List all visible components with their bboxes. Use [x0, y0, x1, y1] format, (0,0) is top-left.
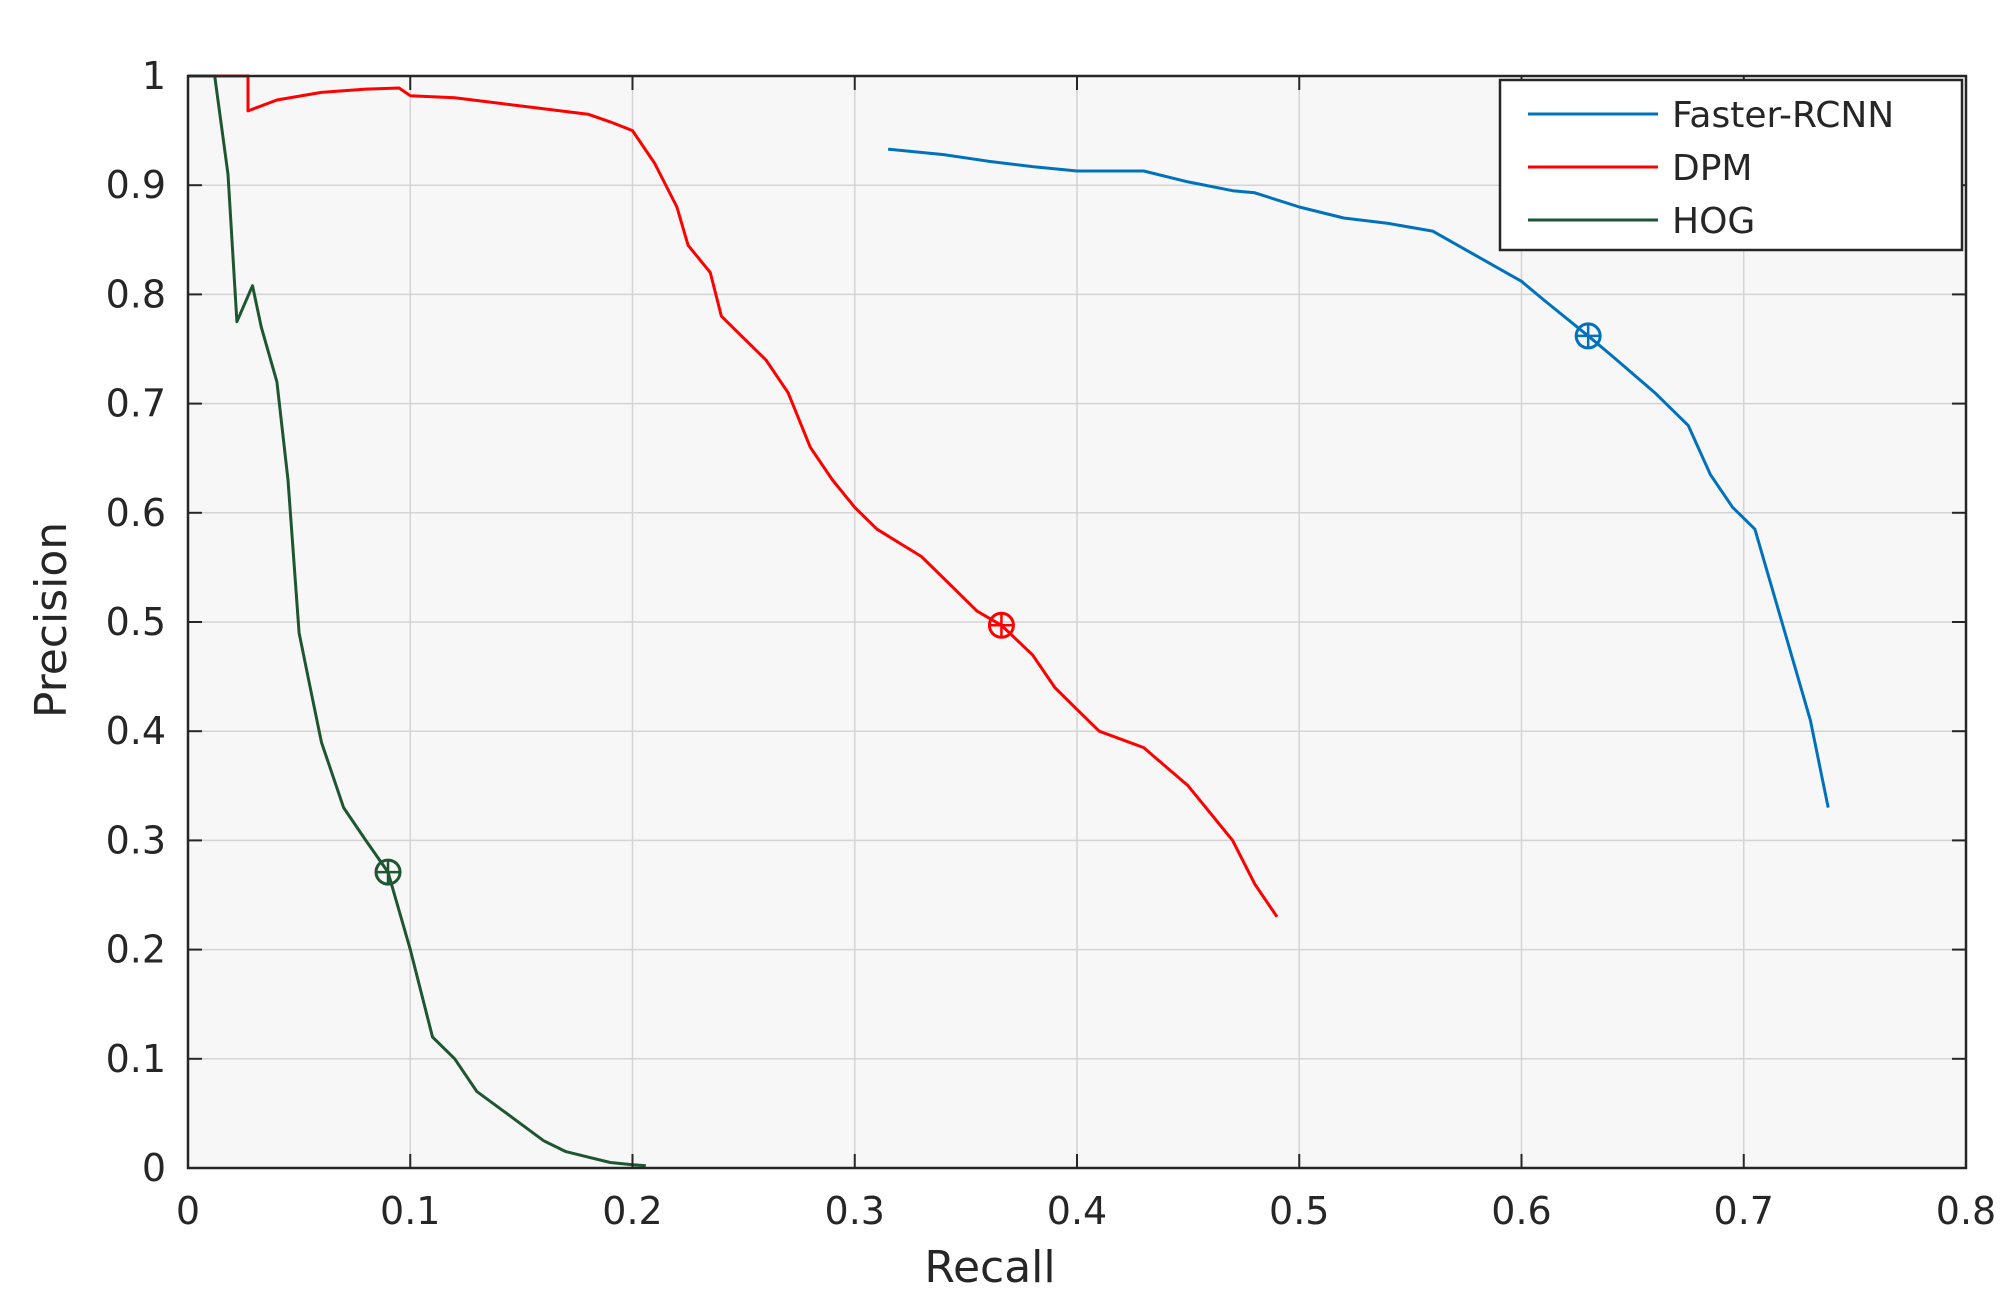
x-tick-label: 0.8: [1936, 1189, 1996, 1233]
y-tick-label: 1: [142, 54, 166, 98]
y-tick-label: 0.1: [106, 1037, 166, 1081]
y-tick-label: 0.7: [106, 382, 166, 426]
x-axis-label: Recall: [924, 1242, 1055, 1293]
ticks: 0 0.1 0.2 0.3 0.4 0.5 0.6 0.7 0.8 0 0.1 0.2 0.3 0.4 0.…: [106, 54, 1997, 1233]
y-tick-label: 0: [142, 1146, 166, 1190]
x-tick-label: 0.5: [1269, 1189, 1329, 1233]
legend-label-dpm: DPM: [1672, 148, 1753, 189]
y-tick-label: 0.3: [106, 818, 166, 862]
grid: [188, 76, 1966, 1168]
x-tick-label: 0.1: [380, 1189, 440, 1233]
series-marker-dpm: [987, 611, 1015, 639]
series-line-dpm: [188, 74, 1279, 918]
x-tick-label: 0.4: [1047, 1189, 1107, 1233]
series-line-hog: [188, 74, 646, 1168]
series-marker-hog: [374, 858, 402, 886]
legend-label-faster-rcnn: Faster-RCNN: [1672, 95, 1894, 136]
y-axis-label: Precision: [26, 522, 77, 718]
x-tick-label: 0.3: [825, 1189, 885, 1233]
legend-box: [1498, 78, 1964, 252]
x-tick-label: 0.6: [1491, 1189, 1551, 1233]
y-tick-label: 0.8: [106, 272, 166, 316]
y-tick-label: 0.6: [106, 491, 166, 535]
legend-label-hog: HOG: [1672, 201, 1755, 242]
x-tick-label: 0: [176, 1189, 200, 1233]
y-tick-label: 0.4: [106, 709, 166, 753]
y-tick-label: 0.2: [106, 928, 166, 972]
series-line-faster-rcnn: [887, 147, 1830, 808]
y-tick-label: 0.5: [106, 600, 166, 644]
series-layer: [188, 74, 1830, 1168]
series-marker-faster-rcnn: [1574, 322, 1602, 350]
legend: Faster-RCNN DPM HOG: [1498, 78, 1964, 252]
y-tick-label: 0.9: [106, 163, 166, 207]
x-tick-label: 0.2: [602, 1189, 662, 1233]
x-tick-label: 0.7: [1714, 1189, 1774, 1233]
